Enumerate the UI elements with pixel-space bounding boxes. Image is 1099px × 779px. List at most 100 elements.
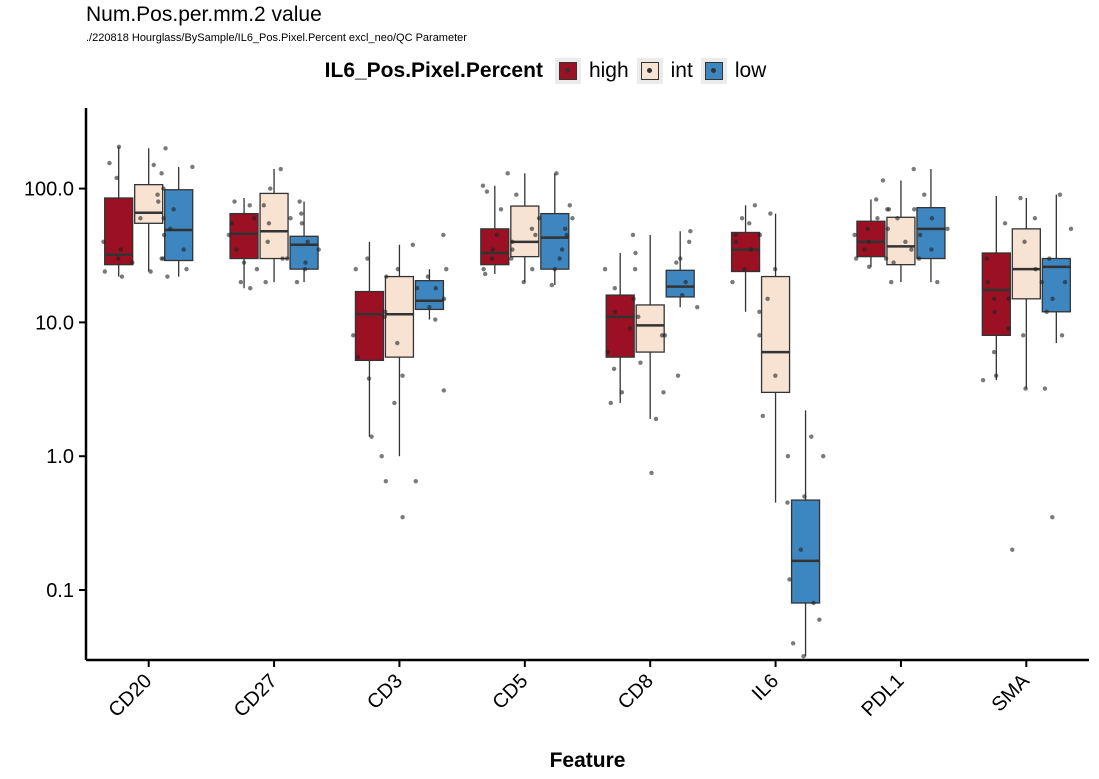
box-low-CD20 bbox=[164, 166, 194, 277]
data-point bbox=[533, 232, 538, 238]
data-point bbox=[619, 390, 625, 395]
data-point bbox=[557, 256, 562, 261]
data-point bbox=[632, 266, 638, 272]
data-point bbox=[1062, 279, 1068, 285]
data-point bbox=[433, 286, 439, 291]
data-point bbox=[862, 247, 867, 252]
data-point bbox=[912, 207, 917, 212]
legend-label-low: low bbox=[734, 59, 767, 82]
data-point bbox=[852, 232, 857, 238]
box-low-CD8 bbox=[665, 231, 695, 308]
data-point bbox=[916, 256, 922, 261]
data-point bbox=[1023, 386, 1028, 391]
box-body bbox=[856, 220, 886, 258]
data-point bbox=[353, 266, 358, 272]
x-tick-label: CD5 bbox=[488, 670, 532, 714]
box-high-PDL1 bbox=[856, 199, 886, 267]
box-int-CD20 bbox=[134, 148, 164, 272]
data-point bbox=[790, 641, 796, 646]
data-point bbox=[444, 266, 449, 272]
data-point bbox=[1042, 386, 1048, 391]
data-point bbox=[232, 199, 237, 204]
data-point bbox=[742, 266, 747, 272]
data-point bbox=[299, 211, 304, 216]
data-point bbox=[757, 309, 762, 314]
data-point bbox=[559, 247, 565, 252]
data-point bbox=[521, 279, 526, 285]
y-tick-label: 1.0 bbox=[46, 446, 74, 468]
data-point bbox=[414, 286, 420, 291]
data-point bbox=[425, 274, 431, 279]
box-body bbox=[635, 304, 665, 353]
data-point bbox=[886, 207, 892, 212]
data-point bbox=[929, 247, 934, 252]
data-point bbox=[161, 232, 167, 238]
data-point bbox=[747, 221, 752, 226]
data-point bbox=[138, 216, 143, 221]
data-point bbox=[627, 326, 633, 331]
data-point bbox=[811, 600, 816, 606]
data-point bbox=[752, 203, 758, 208]
data-point bbox=[303, 260, 308, 265]
box-high-CD5 bbox=[480, 185, 510, 274]
data-point bbox=[119, 274, 125, 279]
data-point bbox=[302, 266, 308, 272]
data-point bbox=[480, 183, 486, 188]
data-point bbox=[184, 266, 189, 272]
data-point bbox=[785, 454, 791, 459]
data-point bbox=[636, 314, 641, 320]
data-point bbox=[630, 232, 636, 238]
data-point bbox=[265, 239, 270, 245]
data-point bbox=[284, 256, 290, 261]
legend-key-high bbox=[554, 58, 581, 84]
data-point bbox=[653, 416, 659, 422]
data-point bbox=[383, 309, 388, 314]
data-point bbox=[168, 226, 173, 232]
data-point bbox=[316, 247, 321, 252]
data-point bbox=[151, 162, 156, 168]
data-point bbox=[730, 279, 735, 285]
data-point bbox=[1006, 296, 1011, 302]
data-point bbox=[181, 247, 186, 252]
data-point bbox=[413, 479, 418, 484]
data-point bbox=[481, 266, 486, 272]
data-point bbox=[678, 256, 683, 261]
data-point bbox=[748, 247, 754, 252]
data-point bbox=[853, 256, 859, 261]
data-point bbox=[433, 317, 438, 322]
x-axis-title: Feature bbox=[550, 749, 626, 772]
x-tick-label: PDL1 bbox=[858, 670, 909, 721]
data-point bbox=[161, 216, 166, 221]
box-low-PDL1 bbox=[916, 169, 946, 283]
data-point bbox=[602, 266, 608, 272]
data-point bbox=[865, 226, 870, 232]
data-point bbox=[234, 247, 239, 252]
legend-title: IL6_Pos.Pixel.Percent bbox=[324, 59, 543, 82]
data-point bbox=[297, 199, 302, 204]
data-point bbox=[765, 296, 770, 302]
data-point bbox=[355, 354, 360, 360]
data-point bbox=[241, 260, 247, 265]
data-point bbox=[160, 256, 166, 261]
data-point bbox=[883, 256, 889, 261]
box-body bbox=[605, 294, 635, 358]
x-tick-label: CD20 bbox=[105, 670, 157, 722]
data-point bbox=[509, 256, 514, 261]
data-point bbox=[254, 266, 260, 272]
legend-label-high: high bbox=[588, 59, 629, 82]
data-point bbox=[1068, 226, 1074, 232]
data-point bbox=[911, 166, 916, 172]
data-point bbox=[772, 266, 778, 272]
data-point bbox=[993, 373, 999, 378]
data-point bbox=[991, 349, 997, 355]
data-point bbox=[261, 203, 267, 208]
data-point bbox=[130, 260, 135, 265]
box-int-CD8 bbox=[635, 234, 665, 419]
box-int-CD3 bbox=[384, 244, 415, 457]
data-point bbox=[733, 239, 739, 245]
data-point bbox=[866, 264, 872, 270]
data-point bbox=[567, 203, 572, 208]
data-point bbox=[773, 373, 778, 378]
data-point bbox=[895, 216, 900, 221]
data-point bbox=[1010, 547, 1015, 552]
